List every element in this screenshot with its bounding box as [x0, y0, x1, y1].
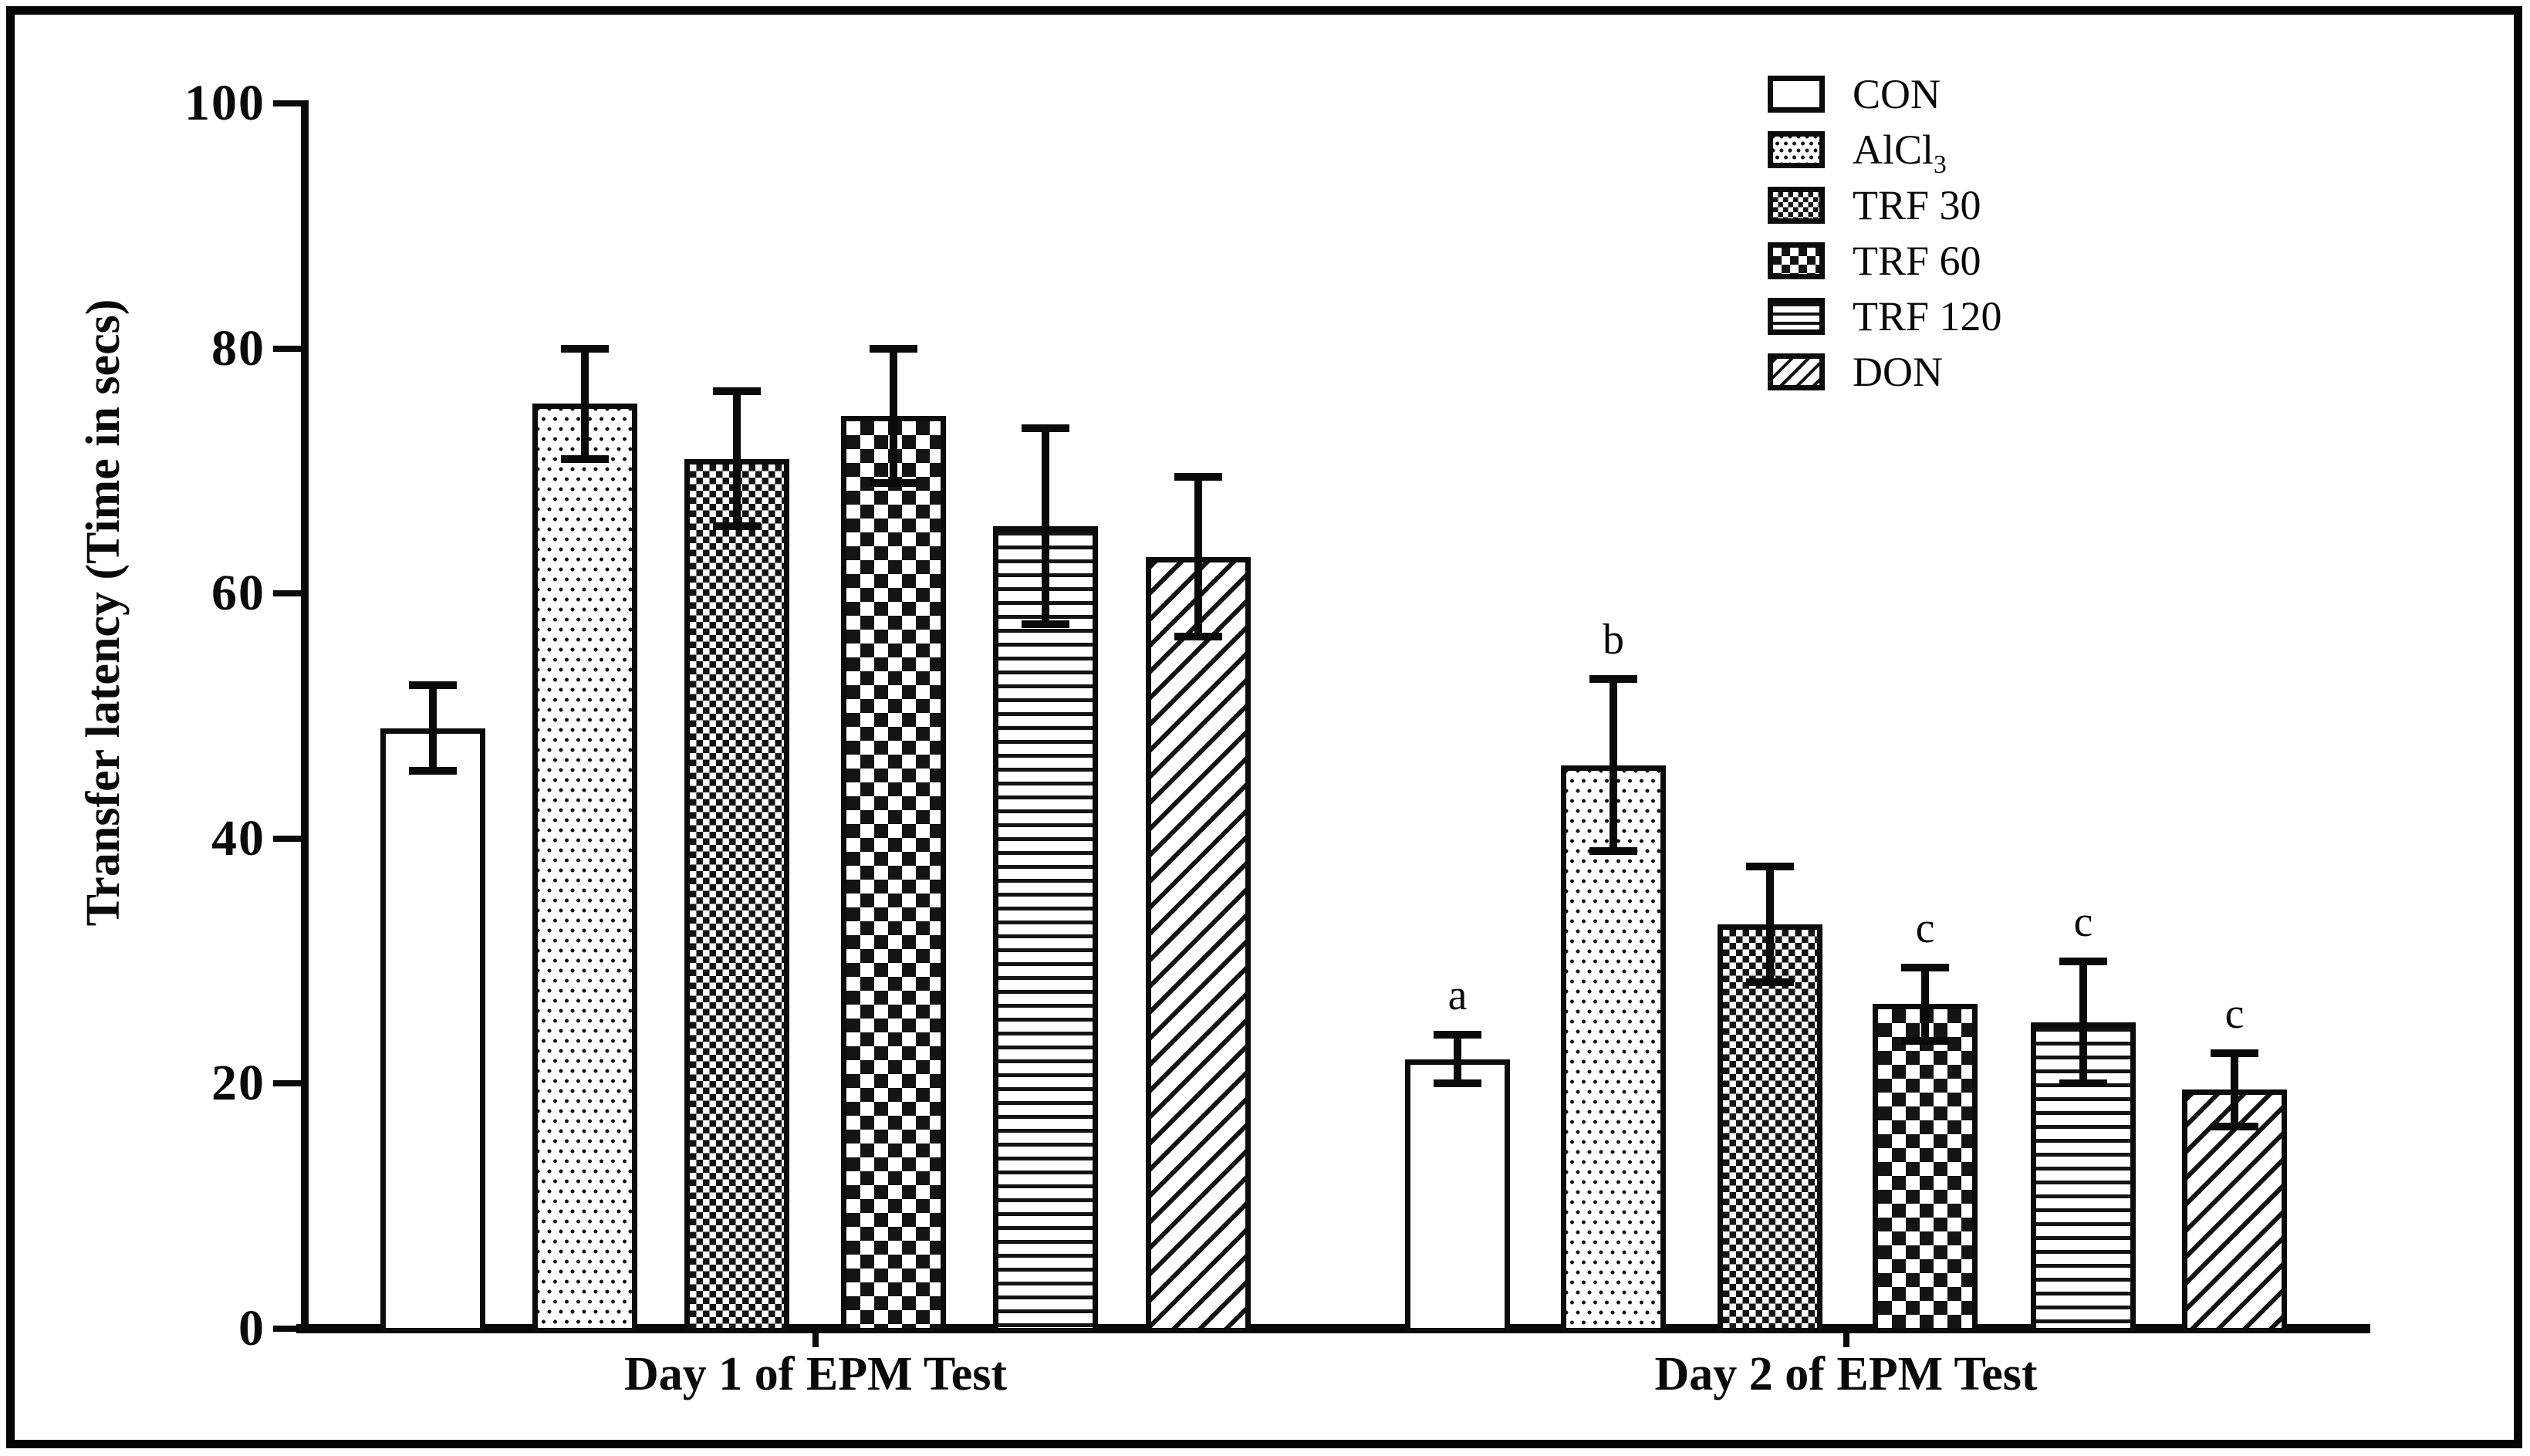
- y-tick-label: 40: [211, 809, 265, 867]
- error-bar-cap-top: [1901, 963, 1949, 971]
- error-bar-cap-bottom: [2059, 1079, 2107, 1088]
- legend-label-text: CON: [1853, 71, 1941, 117]
- error-bar-cap-top: [1746, 863, 1794, 871]
- legend-item-con: CON: [1768, 72, 2002, 117]
- y-tick-label: 60: [211, 565, 265, 622]
- bar-trf-60-day1: [841, 415, 946, 1333]
- legend-label-trf-120: TRF 120: [1853, 294, 2002, 339]
- error-bar-cap-bottom: [2211, 1122, 2258, 1130]
- error-bar-cap-bottom: [561, 454, 609, 463]
- error-bar-stem: [733, 391, 741, 526]
- significance-letter: c: [2073, 897, 2093, 946]
- error-bar-cap-bottom: [409, 767, 457, 775]
- error-bar-cap-top: [1434, 1030, 1481, 1039]
- y-axis-tick: [273, 100, 301, 106]
- y-tick-label: 80: [211, 319, 265, 377]
- legend-label-text: TRF 120: [1853, 293, 2002, 340]
- y-tick-label: 100: [184, 75, 265, 131]
- error-bar-cap-top: [1174, 473, 1222, 481]
- legend-item-trf-30: TRF 30: [1768, 183, 2002, 228]
- error-bar-cap-bottom: [1174, 632, 1222, 640]
- error-bar-stem: [2231, 1052, 2238, 1127]
- y-axis-tick: [273, 1326, 301, 1332]
- y-tick-label: 20: [211, 1055, 265, 1112]
- error-bar-cap-top: [713, 387, 761, 396]
- group-label-day-2: Day 2 of EPM Test: [1654, 1348, 2038, 1400]
- legend-swatch-alcl3: [1768, 131, 1825, 168]
- y-axis-tick: [273, 1080, 301, 1087]
- error-bar-cap-bottom: [713, 522, 761, 530]
- bar-don-day1: [1146, 556, 1251, 1333]
- bar-trf-60-day2: [1873, 1004, 1978, 1333]
- significance-letter: c: [2224, 989, 2245, 1038]
- legend-item-don: DON: [1768, 350, 2002, 394]
- error-bar-cap-top: [2059, 957, 2107, 965]
- significance-letter: a: [1447, 971, 1468, 1019]
- legend-swatch-don: [1768, 353, 1825, 390]
- legend-item-trf-120: TRF 120: [1768, 294, 2002, 339]
- bar-trf-120-day1: [993, 525, 1098, 1333]
- y-tick-label: 0: [238, 1300, 265, 1356]
- legend: CON AlCl3 TRF 30 TRF 60 TRF 120 DON: [1768, 72, 2002, 405]
- error-bar-cap-top: [561, 344, 609, 353]
- error-bar-stem: [581, 348, 589, 459]
- error-bar-stem: [1921, 967, 1929, 1041]
- y-axis-tick: [273, 345, 301, 352]
- error-bar-cap-bottom: [1589, 846, 1637, 855]
- error-bar-stem: [1454, 1034, 1461, 1084]
- error-bar-stem: [2079, 961, 2087, 1084]
- error-bar-cap-top: [870, 344, 917, 353]
- error-bar-cap-bottom: [1746, 978, 1794, 986]
- significance-letter: c: [1915, 904, 1935, 952]
- significance-letter: b: [1603, 616, 1624, 664]
- bar-alcl3-day1: [532, 404, 637, 1333]
- error-bar-stem: [890, 348, 897, 484]
- x-axis-line: [296, 1324, 2370, 1333]
- legend-swatch-trf-30: [1768, 187, 1825, 224]
- legend-item-alcl3: AlCl3: [1768, 127, 2002, 177]
- y-axis-tick: [273, 835, 301, 842]
- legend-swatch-trf-60: [1768, 242, 1825, 279]
- error-bar-cap-top: [1022, 424, 1069, 432]
- x-axis-group-tick: [1843, 1333, 1849, 1347]
- error-bar-cap-bottom: [1022, 620, 1069, 628]
- y-axis-tick: [273, 590, 301, 597]
- legend-label-text: TRF 30: [1853, 182, 1981, 228]
- error-bar-stem: [1194, 477, 1202, 637]
- error-bar-stem: [1610, 679, 1617, 851]
- legend-label-text: AlCl: [1853, 127, 1934, 173]
- bar-trf-30-day1: [684, 458, 789, 1333]
- legend-label-trf-60: TRF 60: [1853, 238, 1981, 283]
- y-axis-line: [301, 100, 309, 1333]
- error-bar-cap-bottom: [870, 479, 917, 488]
- legend-swatch-trf-120: [1768, 298, 1825, 335]
- legend-swatch-con: [1768, 76, 1825, 113]
- legend-label-don: DON: [1853, 350, 1943, 394]
- bar-alcl3-day2: [1561, 765, 1666, 1333]
- legend-item-trf-60: TRF 60: [1768, 238, 2002, 283]
- legend-label-subscript: 3: [1934, 150, 1947, 179]
- legend-label-alcl3: AlCl3: [1853, 127, 1947, 177]
- x-axis-group-tick: [812, 1333, 819, 1347]
- error-bar-stem: [1042, 427, 1049, 624]
- legend-label-text: TRF 60: [1853, 238, 1981, 284]
- error-bar-cap-top: [2211, 1049, 2258, 1057]
- error-bar-cap-top: [1589, 675, 1637, 684]
- error-bar-stem: [1766, 867, 1774, 982]
- error-bar-cap-bottom: [1901, 1036, 1949, 1045]
- legend-label-trf-30: TRF 30: [1853, 183, 1981, 228]
- error-bar-cap-top: [409, 681, 457, 690]
- legend-label-con: CON: [1853, 72, 1941, 117]
- bar-trf-30-day2: [1718, 924, 1822, 1333]
- error-bar-cap-bottom: [1434, 1079, 1481, 1088]
- legend-label-text: DON: [1853, 349, 1943, 395]
- group-label-day-1: Day 1 of EPM Test: [624, 1348, 1007, 1400]
- error-bar-stem: [429, 685, 437, 772]
- bar-con-day1: [380, 728, 485, 1333]
- bar-con-day2: [1405, 1059, 1510, 1333]
